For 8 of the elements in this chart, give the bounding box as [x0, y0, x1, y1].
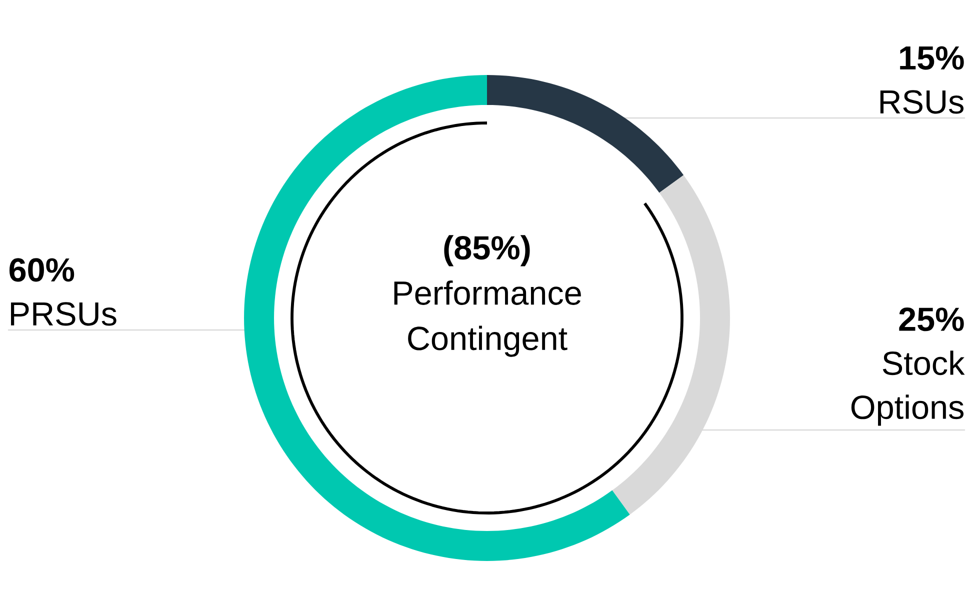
data-label: 25% — [899, 308, 964, 332]
text: (85%) — [444, 235, 530, 266]
text: Performance Contingent — [394, 280, 581, 357]
slice-label: RSUs — [880, 90, 964, 114]
slice-label: Stock Options — [851, 350, 965, 426]
data-label: 60% — [9, 258, 74, 282]
slice-label: PRSUs — [11, 302, 116, 326]
data-label: 15% — [900, 46, 964, 70]
